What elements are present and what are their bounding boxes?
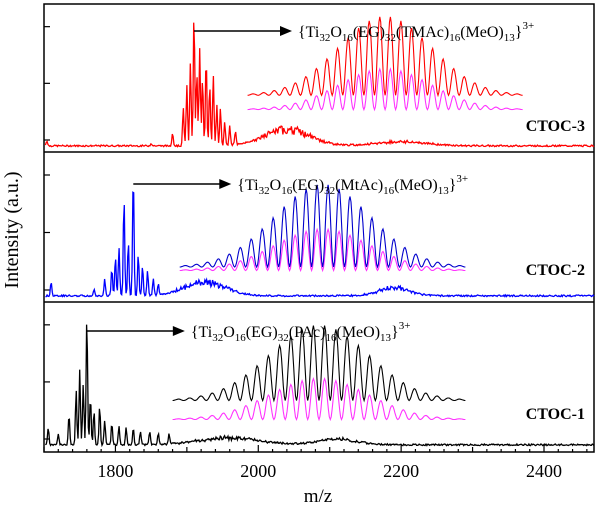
plot-frame <box>43 3 595 453</box>
x-tick-label: 2400 <box>526 461 562 481</box>
formula-annotation: {Ti32O16(EG)32(TMAc)16(MeO)13}3+ <box>298 20 534 44</box>
simulated-pattern-bottom <box>172 377 466 422</box>
panel-ctoc-3: {Ti32O16(EG)32(TMAc)16(MeO)13}3+ CTOC-3 <box>44 16 595 148</box>
simulated-pattern-top <box>172 325 466 403</box>
arrowhead <box>172 326 185 336</box>
formula-annotation: {Ti32O16(EG)32(MtAc)16(MeO)13}3+ <box>237 173 468 197</box>
series-label: CTOC-1 <box>526 406 585 423</box>
x-tick-label: 2200 <box>383 461 419 481</box>
spectrum-trace <box>44 22 595 148</box>
simulated-pattern-top <box>247 16 523 98</box>
x-axis-label: m/z <box>304 486 333 507</box>
simulated-pattern-bottom <box>247 67 523 112</box>
x-tick-label: 1800 <box>97 461 133 481</box>
arrowhead <box>280 26 292 36</box>
simulated-pattern-top <box>179 184 466 269</box>
arrowhead <box>219 179 232 189</box>
y-axis-label: Intensity (a.u.) <box>1 171 23 288</box>
formula-annotation: {Ti32O16(EG)32(PAc)16(MeO)13}3+ <box>191 320 411 344</box>
x-axis: 1800 2000 2200 2400 <box>43 445 588 481</box>
simulated-pattern-bottom <box>179 227 466 273</box>
spectrum-trace <box>44 324 595 448</box>
series-label: CTOC-2 <box>526 262 585 279</box>
panels-layer: {Ti32O16(EG)32(TMAc)16(MeO)13}3+CTOC-3{T… <box>44 16 595 448</box>
panel-ctoc-2: {Ti32O16(EG)32(MtAc)16(MeO)13}3+ CTOC-2 <box>44 173 595 298</box>
x-tick-label: 2000 <box>240 461 276 481</box>
panel-ctoc-1: {Ti32O16(EG)32(PAc)16(MeO)13}3+ CTOC-1 <box>44 320 595 448</box>
spectrum-trace <box>45 191 595 298</box>
series-label: CTOC-3 <box>526 118 585 135</box>
